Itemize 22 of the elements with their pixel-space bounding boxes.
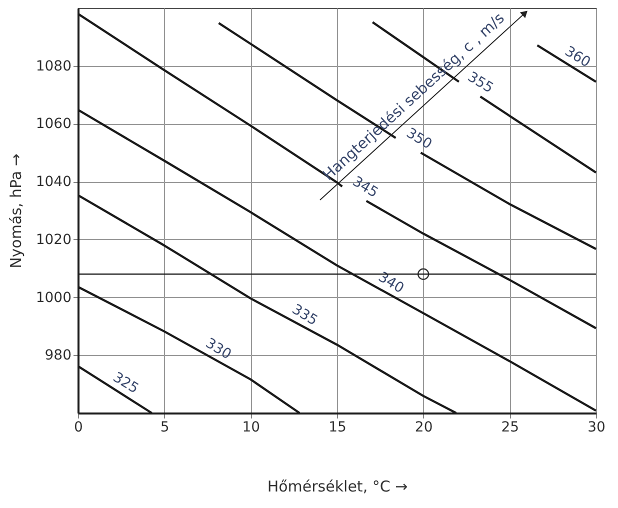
y-tick-label: 1000 [36, 290, 72, 306]
x-tick-label: 5 [160, 420, 170, 436]
text: 335 [289, 302, 320, 329]
text: 325 [110, 369, 142, 397]
text: 340 [375, 269, 407, 297]
x-tick-label: 20 [414, 420, 433, 436]
x-tick-label: 15 [328, 420, 346, 436]
x-tick-label: 30 [588, 420, 606, 436]
y-axis-title: Nyomás, hPa → [6, 154, 25, 268]
x-tick-label: 25 [501, 420, 520, 436]
y-tick-label: 1080 [36, 58, 72, 74]
text: 350 [403, 125, 435, 153]
x-axis-title: Hőmérséklet, °C → [267, 478, 408, 496]
y-tick-label: 1020 [36, 232, 72, 248]
text: 330 [202, 335, 234, 363]
x-tick-label: 10 [242, 420, 260, 436]
y-tick-label: 980 [44, 348, 72, 364]
x-tick-label: 0 [74, 420, 83, 436]
text: 360 [562, 43, 594, 71]
y-tick-label: 1040 [36, 174, 72, 190]
text: 355 [464, 69, 496, 97]
y-tick-label: 1060 [36, 116, 72, 132]
